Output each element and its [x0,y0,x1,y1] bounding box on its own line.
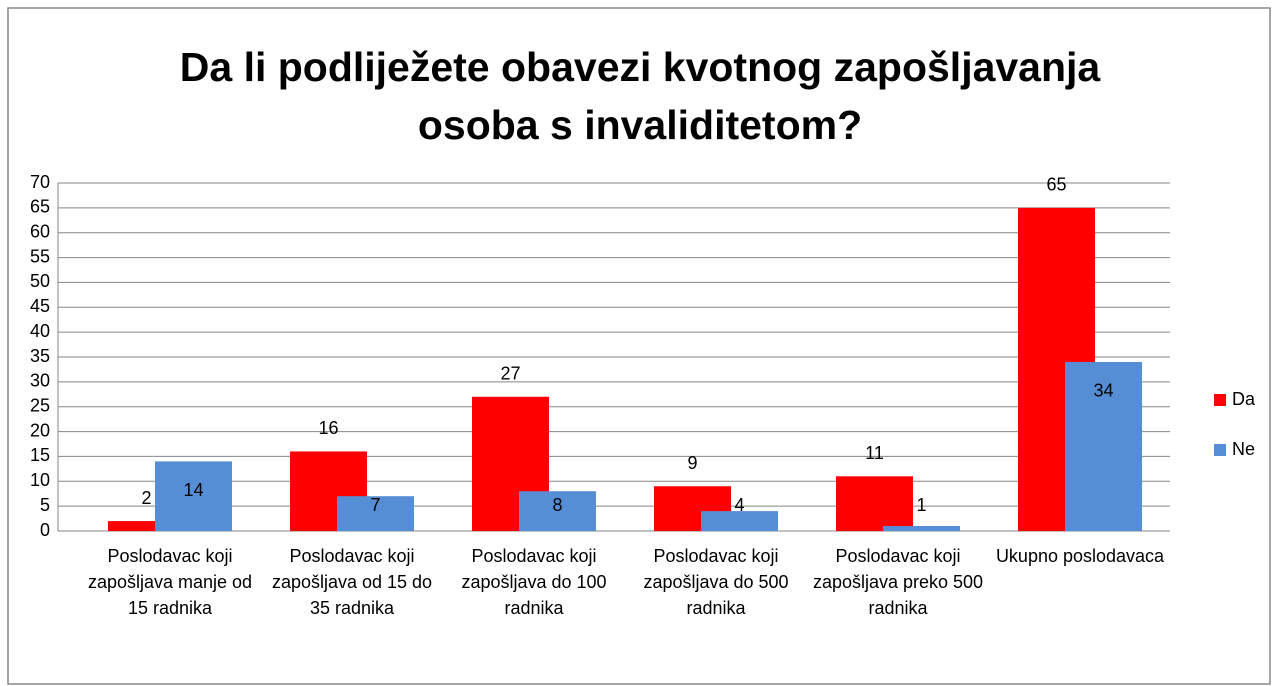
x-tick-label: Poslodavac koji zapošljava od 15 do 35 r… [271,546,433,618]
bar [836,476,913,531]
y-tick-label: 35 [30,346,50,366]
y-tick-label: 45 [30,296,50,316]
x-tick-label: Ukupno poslodavaca [995,546,1165,566]
bar [883,526,960,531]
data-label: 9 [687,453,697,473]
y-tick-label: 65 [30,197,50,217]
data-label: 8 [552,495,562,515]
x-tick-label: Poslodavac koji zapošljava preko 500 rad… [812,546,984,618]
legend-label: Da [1232,389,1256,409]
data-label: 1 [916,495,926,515]
x-tick-label: Poslodavac koji zapošljava do 100 radnik… [461,546,607,618]
legend-swatch [1214,444,1226,456]
y-tick-label: 25 [30,395,50,415]
bar [519,491,596,531]
x-tick-label: Poslodavac koji zapošljava do 500 radnik… [643,546,789,618]
chart-border [7,7,1271,685]
y-tick-label: 0 [40,520,50,540]
y-tick-label: 20 [30,420,50,440]
bar [1065,361,1142,531]
data-label: 4 [734,495,744,515]
y-tick-label: 60 [30,221,50,241]
y-tick-label: 10 [30,470,50,490]
y-tick-label: 30 [30,371,50,391]
y-tick-label: 70 [30,172,50,192]
bar [108,521,185,531]
y-tick-label: 50 [30,271,50,291]
data-label: 14 [183,480,203,500]
data-label: 65 [1046,175,1066,195]
y-tick-label: 15 [30,445,50,465]
data-label: 27 [500,364,520,384]
x-tick-label: Poslodavac koji zapošljava manje od 15 r… [87,546,253,618]
y-tick-label: 40 [30,321,50,341]
data-label: 16 [318,418,338,438]
chart-title: Da li podliježete obavezi kvotnog zapošl… [179,44,1101,148]
data-label: 7 [370,495,380,515]
bar [337,496,414,531]
legend-label: Ne [1232,439,1255,459]
legend-swatch [1214,394,1226,406]
data-label: 11 [865,443,884,463]
bar [155,461,232,531]
y-tick-label: 55 [30,246,50,266]
bar [701,511,778,531]
data-label: 34 [1093,381,1113,401]
data-label: 2 [141,488,151,508]
y-tick-label: 5 [40,495,50,515]
